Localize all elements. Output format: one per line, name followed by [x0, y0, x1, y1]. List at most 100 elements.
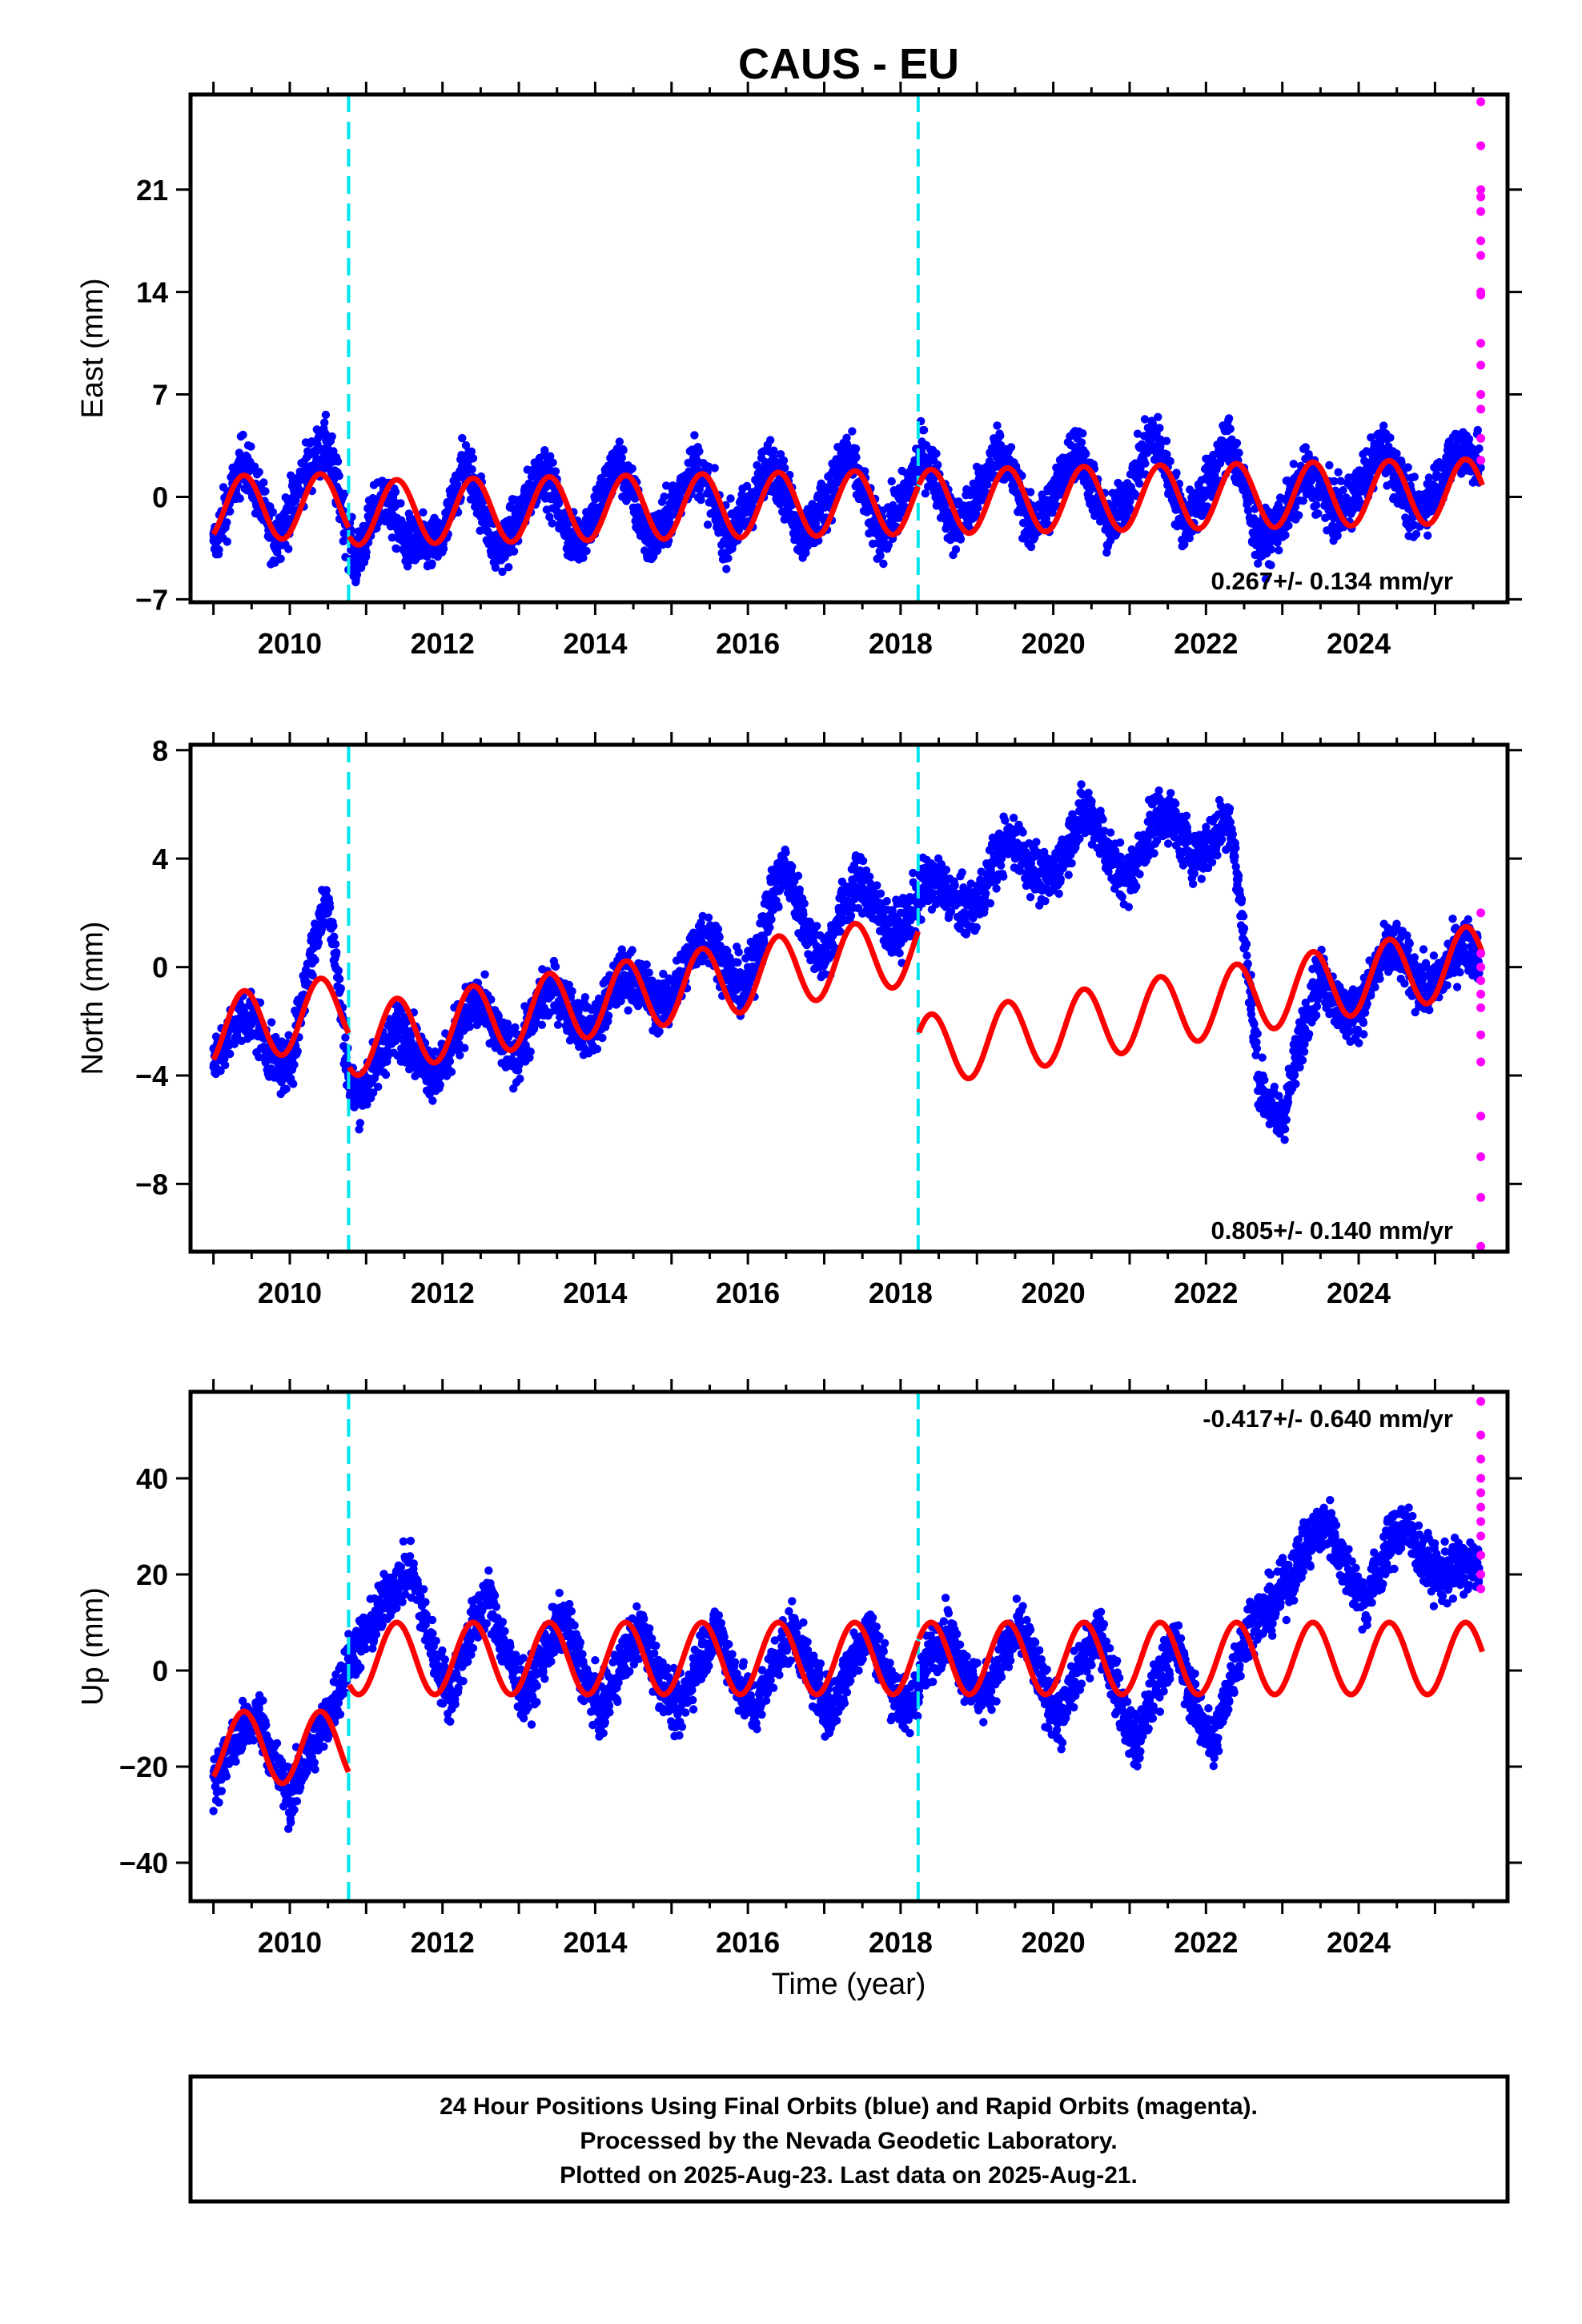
final-point	[354, 527, 363, 536]
rate-label: 0.267+/- 0.134 mm/yr	[1211, 567, 1453, 595]
final-point	[644, 537, 653, 545]
final-point	[921, 489, 930, 498]
final-point	[259, 478, 268, 487]
final-point	[1453, 448, 1463, 457]
x-tick-label: 2020	[1022, 627, 1086, 660]
final-point	[381, 1070, 391, 1080]
x-tick-label: 2024	[1327, 627, 1391, 660]
final-point	[797, 529, 806, 538]
final-point	[391, 488, 400, 497]
final-point	[1072, 448, 1081, 457]
y-tick-label: 21	[136, 174, 168, 207]
final-point	[722, 565, 731, 573]
final-point	[1475, 444, 1484, 453]
final-point	[1289, 460, 1299, 468]
final-point	[332, 948, 341, 957]
final-point	[334, 966, 343, 975]
final-point	[509, 547, 519, 556]
y-axis-label: East (mm)	[76, 278, 110, 418]
final-point	[498, 567, 507, 577]
final-point	[724, 553, 733, 563]
final-point	[1232, 439, 1242, 448]
final-point	[887, 476, 896, 486]
x-tick-label: 2010	[258, 1277, 322, 1309]
final-point	[690, 431, 699, 440]
final-point	[320, 418, 329, 427]
final-point	[1078, 429, 1087, 438]
final-point	[956, 535, 966, 544]
final-point	[1026, 521, 1035, 531]
final-point	[209, 537, 218, 545]
final-point	[1026, 542, 1036, 552]
final-point	[235, 494, 244, 503]
x-tick-label: 2016	[716, 627, 780, 660]
final-point	[951, 545, 961, 554]
final-point	[769, 453, 778, 462]
final-point	[932, 449, 941, 458]
final-point	[721, 529, 729, 538]
final-point	[290, 1060, 299, 1069]
final-point	[511, 1023, 520, 1032]
final-point	[1423, 531, 1432, 540]
final-point	[710, 464, 719, 472]
final-point	[548, 458, 557, 467]
final-point	[568, 987, 576, 996]
final-point	[876, 551, 885, 561]
final-point	[323, 448, 332, 457]
y-tick-label: 7	[152, 379, 168, 412]
rapid-point	[1476, 433, 1486, 443]
final-point	[300, 470, 310, 480]
final-point	[697, 496, 705, 505]
y-tick-label: 4	[152, 842, 168, 875]
final-point	[461, 463, 470, 472]
final-point	[1006, 443, 1016, 452]
final-point	[548, 519, 556, 528]
final-point	[428, 1096, 437, 1105]
final-point	[468, 454, 478, 463]
final-point	[1314, 509, 1323, 518]
final-point	[726, 494, 735, 503]
y-tick-label: −4	[135, 1059, 168, 1092]
final-point	[1473, 425, 1483, 435]
final-point	[223, 537, 231, 546]
final-point	[1077, 438, 1086, 447]
final-point	[350, 551, 359, 560]
final-point	[255, 468, 263, 476]
final-point	[1464, 435, 1474, 444]
rapid-point	[1476, 290, 1486, 300]
final-point	[419, 508, 428, 517]
final-point	[1267, 545, 1276, 554]
final-point	[974, 503, 982, 513]
final-point	[1284, 521, 1293, 530]
final-point	[1334, 468, 1343, 476]
final-point	[239, 463, 248, 472]
x-tick-label: 2018	[869, 627, 933, 660]
y-tick-label: −8	[135, 1168, 168, 1200]
final-point	[223, 518, 231, 527]
final-point	[996, 432, 1005, 440]
final-point	[579, 553, 588, 562]
final-point	[1333, 531, 1342, 541]
rapid-point	[1476, 456, 1486, 465]
x-tick-label: 2018	[869, 1277, 933, 1309]
final-point	[458, 433, 467, 443]
final-point	[545, 513, 554, 521]
y-tick-label: −7	[135, 583, 168, 616]
final-point	[392, 545, 401, 553]
final-point	[1295, 511, 1303, 520]
final-point	[491, 563, 500, 572]
final-point	[1377, 448, 1386, 457]
final-orbit-points	[209, 780, 1484, 1144]
final-point	[267, 1018, 276, 1027]
final-point	[314, 939, 323, 947]
final-point	[226, 507, 235, 516]
final-point	[467, 447, 476, 456]
final-point	[321, 410, 331, 420]
x-tick-label: 2016	[716, 1277, 780, 1309]
final-point	[1102, 521, 1111, 531]
final-point	[428, 559, 436, 568]
x-tick-label: 2022	[1174, 1277, 1238, 1309]
final-point	[1379, 421, 1388, 430]
